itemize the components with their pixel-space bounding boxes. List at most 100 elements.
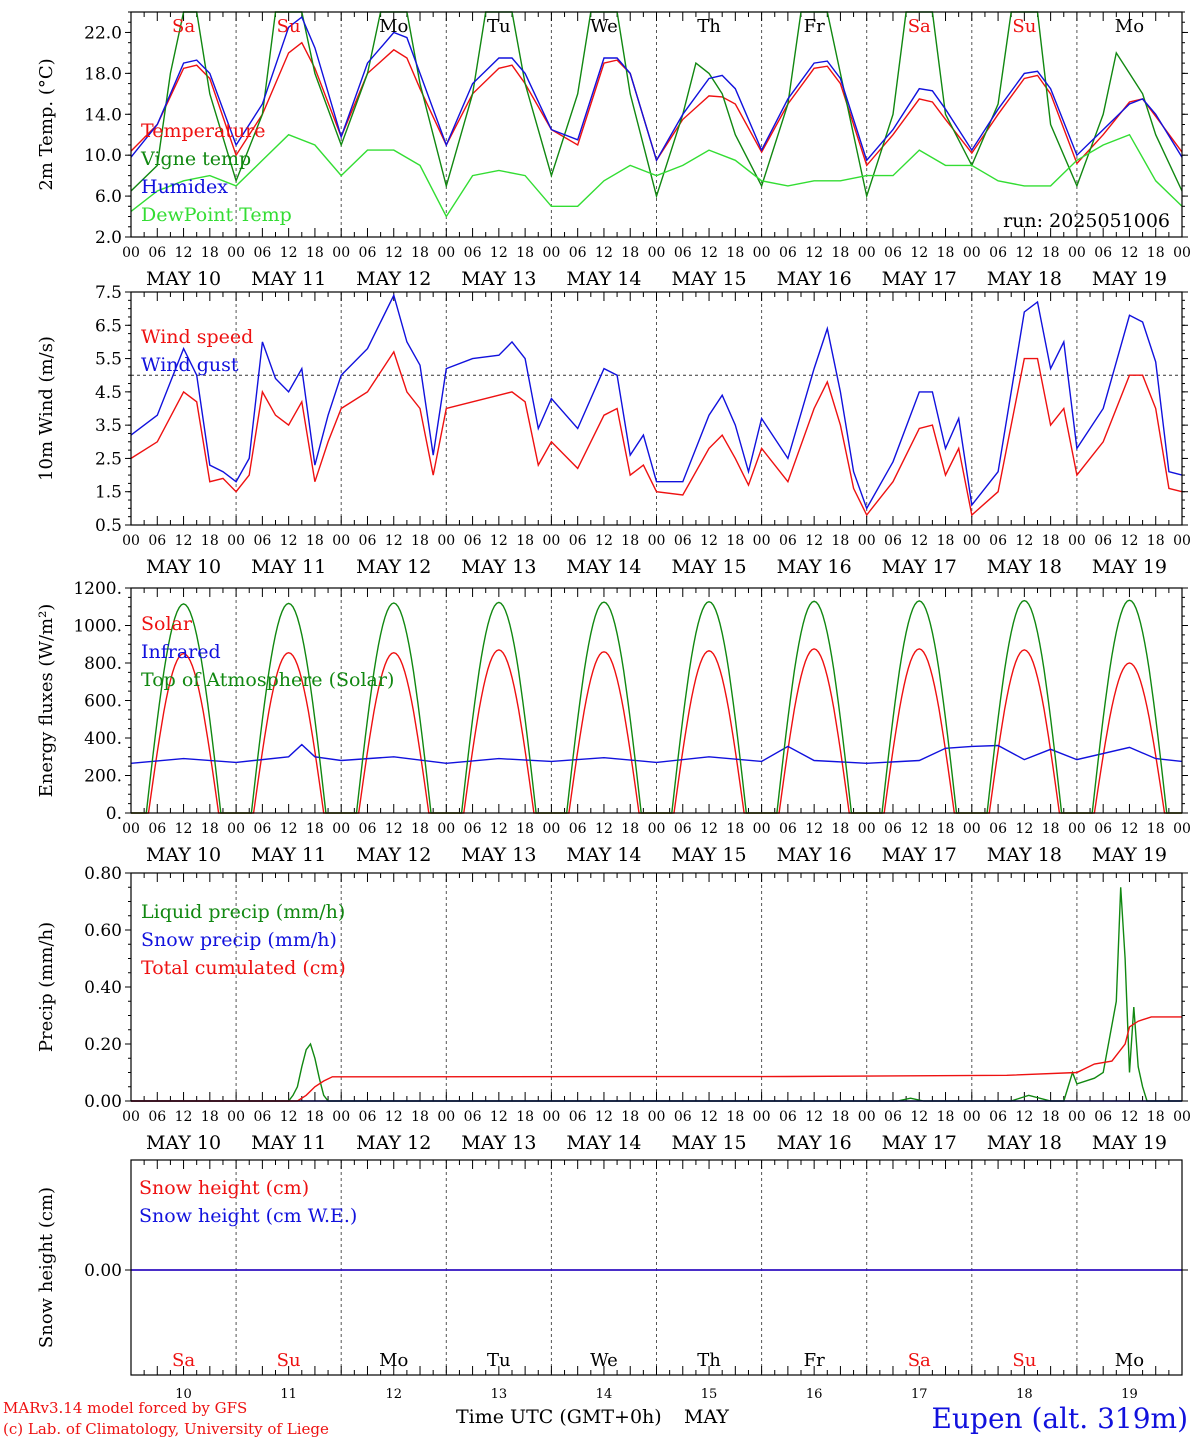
x-date-label: MAY 12 <box>356 556 431 578</box>
x-hour-label: 00 <box>1068 1109 1086 1125</box>
x-hour-label: 06 <box>779 245 797 261</box>
x-date-label: MAY 12 <box>356 844 431 866</box>
x-hour-label: 06 <box>253 533 271 549</box>
x-date-label: MAY 11 <box>251 268 326 290</box>
x-hour-label: 18 <box>1147 821 1165 837</box>
x-hour-label: 06 <box>359 533 377 549</box>
legend-label: Vigne temp <box>140 148 251 170</box>
x-hour-label: 06 <box>1094 533 1112 549</box>
x-date-label: MAY 14 <box>566 844 641 866</box>
legend-label: Wind gust <box>141 354 239 376</box>
x-hour-label: 12 <box>805 533 823 549</box>
day-number-label: 16 <box>806 1387 823 1402</box>
plot-frame <box>130 1159 1183 1376</box>
x-hour-label: 06 <box>1094 821 1112 837</box>
series-line-total-cumulated-cm- <box>131 1016 1182 1102</box>
x-hour-label: 00 <box>753 245 771 261</box>
x-hour-label: 18 <box>621 821 639 837</box>
day-name-label: Th <box>697 16 721 37</box>
x-hour-label: 00 <box>1068 245 1086 261</box>
day-number-label: 12 <box>385 1387 402 1402</box>
x-hour-label: 18 <box>306 821 324 837</box>
x-date-label: MAY 11 <box>251 844 326 866</box>
day-name-label: Th <box>697 1350 721 1371</box>
x-date-label: MAY 17 <box>882 1132 957 1154</box>
x-hour-label: 12 <box>910 821 928 837</box>
x-hour-label: 06 <box>989 533 1007 549</box>
x-hour-label: 18 <box>306 1109 324 1125</box>
x-hour-label: 12 <box>490 533 508 549</box>
x-hour-label: 12 <box>1121 533 1139 549</box>
x-hour-label: 18 <box>411 821 429 837</box>
y-tick-label: 400. <box>84 729 122 749</box>
x-hour-label: 18 <box>516 533 534 549</box>
x-hour-label: 00 <box>437 821 455 837</box>
x-date-label: MAY 19 <box>1092 556 1167 578</box>
x-hour-label: 18 <box>201 533 219 549</box>
model-credit-line: MARv3.14 model forced by GFS <box>3 1399 247 1417</box>
x-date-label: MAY 11 <box>251 556 326 578</box>
y-tick-label: 1200. <box>73 579 122 599</box>
x-hour-label: 12 <box>1015 821 1033 837</box>
y-axis-label: Snow height (cm) <box>36 1187 57 1348</box>
day-name-label: Fr <box>804 1350 825 1371</box>
x-hour-label: 18 <box>201 245 219 261</box>
series-line-dewpoint-temp <box>130 133 1183 218</box>
x-hour-label: 00 <box>1173 821 1191 837</box>
x-hour-label: 00 <box>227 821 245 837</box>
x-hour-label: 12 <box>805 821 823 837</box>
x-date-label: MAY 10 <box>146 556 221 578</box>
x-hour-label: 00 <box>542 1109 560 1125</box>
x-hour-label: 06 <box>674 1109 692 1125</box>
x-hour-label: 12 <box>910 1109 928 1125</box>
x-hour-label: 00 <box>122 1109 140 1125</box>
x-hour-label: 06 <box>253 1109 271 1125</box>
x-hour-label: 06 <box>674 245 692 261</box>
x-date-label: MAY 12 <box>356 1132 431 1154</box>
x-hour-label: 00 <box>122 245 140 261</box>
legend-label: Snow height (cm) <box>139 1177 309 1199</box>
x-hour-label: 00 <box>858 821 876 837</box>
x-hour-label: 00 <box>753 533 771 549</box>
x-hour-label: 18 <box>1042 245 1060 261</box>
x-hour-label: 18 <box>937 821 955 837</box>
day-name-label: Su <box>277 16 301 37</box>
x-hour-label: 06 <box>148 533 166 549</box>
day-name-label: Su <box>1012 16 1036 37</box>
x-date-label: MAY 17 <box>882 556 957 578</box>
x-date-label: MAY 13 <box>461 556 536 578</box>
x-hour-label: 06 <box>989 245 1007 261</box>
x-date-label: MAY 13 <box>461 1132 536 1154</box>
x-date-label: MAY 14 <box>566 268 641 290</box>
x-hour-label: 06 <box>569 533 587 549</box>
day-name-label: We <box>590 16 618 37</box>
x-hour-label: 00 <box>542 245 560 261</box>
y-axis-label: Energy fluxes (W/m²) <box>36 604 57 798</box>
x-hour-label: 00 <box>227 245 245 261</box>
x-hour-label: 12 <box>1121 1109 1139 1125</box>
day-number-label: 17 <box>911 1387 928 1402</box>
x-hour-label: 12 <box>1015 533 1033 549</box>
y-tick-label: 3.5 <box>95 416 122 436</box>
x-hour-label: 18 <box>411 533 429 549</box>
plot-frame <box>130 587 1183 814</box>
series-line-wind-speed <box>130 350 1183 517</box>
x-hour-label: 18 <box>832 533 850 549</box>
x-hour-label: 00 <box>542 821 560 837</box>
day-name-label: Sa <box>172 1350 195 1371</box>
x-hour-label: 18 <box>516 821 534 837</box>
x-hour-label: 00 <box>332 821 350 837</box>
x-date-label: MAY 18 <box>987 268 1062 290</box>
x-hour-label: 06 <box>569 821 587 837</box>
y-tick-label: 1.5 <box>95 483 122 503</box>
x-hour-label: 18 <box>1147 1109 1165 1125</box>
x-hour-label: 18 <box>1147 245 1165 261</box>
x-date-label: MAY 18 <box>987 556 1062 578</box>
x-hour-label: 06 <box>1094 1109 1112 1125</box>
x-hour-label: 00 <box>648 533 666 549</box>
day-number-label: 14 <box>596 1387 613 1402</box>
y-tick-label: 0.00 <box>84 1261 122 1281</box>
series-line-liquid-precip-mm-h- <box>131 887 1182 1102</box>
x-hour-label: 06 <box>148 821 166 837</box>
